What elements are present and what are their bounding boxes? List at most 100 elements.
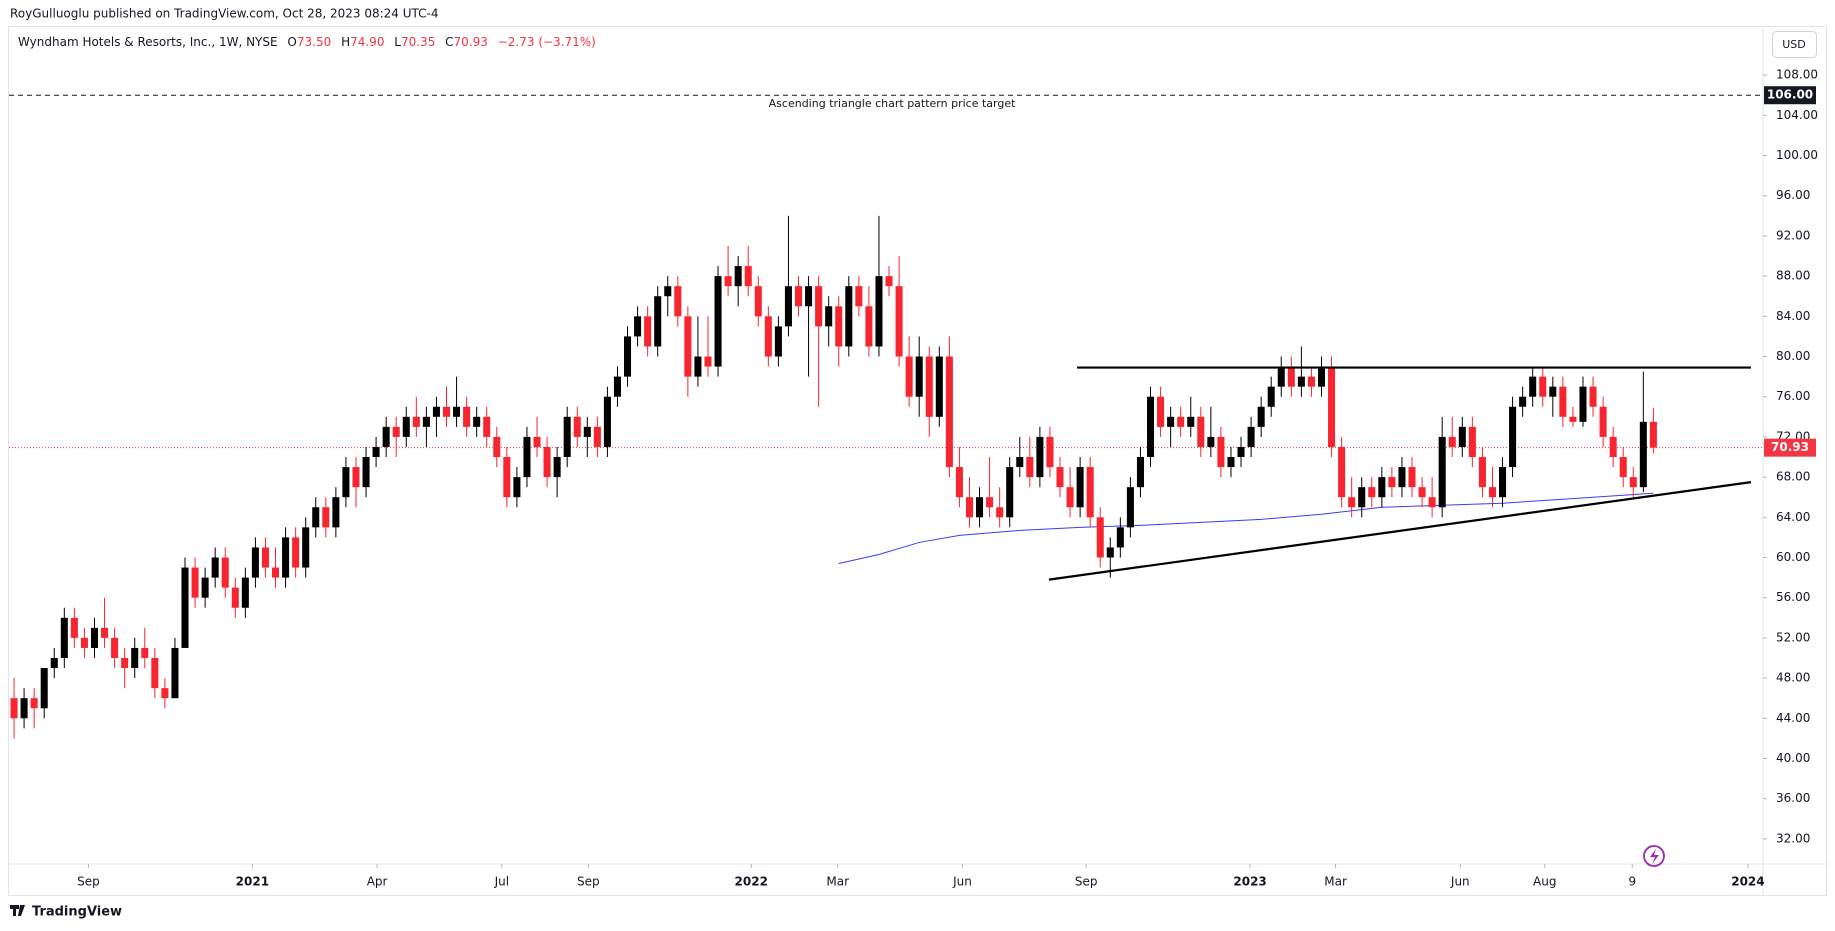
candle-body bbox=[1197, 416, 1205, 447]
y-tick-label: 84.00 bbox=[1776, 309, 1810, 323]
candle-body bbox=[1287, 366, 1295, 387]
y-tick-label: 76.00 bbox=[1776, 389, 1810, 403]
candle-body bbox=[1106, 547, 1114, 558]
candle-body bbox=[362, 457, 370, 488]
candle-body bbox=[845, 286, 853, 347]
candle-body bbox=[231, 587, 239, 608]
candle-body bbox=[664, 286, 672, 297]
candle-body bbox=[1338, 446, 1346, 498]
candle-body bbox=[523, 436, 531, 478]
y-tick-label: 36.00 bbox=[1776, 791, 1810, 805]
candle-body bbox=[1136, 457, 1144, 488]
candle-body bbox=[603, 396, 611, 447]
legend-value: 73.50 bbox=[297, 35, 331, 49]
currency-label: USD bbox=[1782, 38, 1806, 51]
candle-body bbox=[734, 266, 742, 287]
alert-icon[interactable] bbox=[1643, 845, 1665, 867]
candle-body bbox=[1408, 467, 1416, 488]
candle-body bbox=[473, 416, 481, 427]
target-price-label: 106.00 bbox=[1767, 88, 1813, 102]
x-tick-label: Jul bbox=[494, 875, 509, 889]
last-price-label: 70.93 bbox=[1771, 440, 1809, 454]
candle-body bbox=[10, 698, 18, 719]
candle-body bbox=[1619, 457, 1627, 478]
candle-body bbox=[181, 567, 189, 648]
candle-body bbox=[1549, 386, 1557, 397]
candle-body bbox=[453, 406, 461, 417]
legend-label: H bbox=[341, 35, 350, 49]
candle-body bbox=[1177, 416, 1185, 427]
candle-body bbox=[714, 276, 722, 367]
x-tick-label: Jun bbox=[952, 875, 972, 889]
candle-body bbox=[1458, 426, 1466, 447]
candle-body bbox=[332, 497, 340, 528]
support-line bbox=[1048, 481, 1752, 581]
y-tick-label: 92.00 bbox=[1776, 228, 1810, 242]
candle-body bbox=[1006, 467, 1014, 518]
candle-body bbox=[553, 457, 561, 478]
candle-body bbox=[684, 316, 692, 377]
y-tick-label: 96.00 bbox=[1776, 188, 1810, 202]
candle-body bbox=[80, 637, 88, 648]
candle-body bbox=[1237, 446, 1245, 458]
candle-body bbox=[815, 286, 823, 327]
candle-body bbox=[50, 657, 58, 669]
legend-change: −2.73 (−3.71%) bbox=[498, 35, 596, 49]
candle-body bbox=[1217, 436, 1225, 468]
candle-body bbox=[694, 356, 702, 377]
candle-body bbox=[905, 356, 913, 397]
candle-body bbox=[201, 577, 209, 598]
candle-body bbox=[1609, 436, 1617, 458]
candle-body bbox=[1267, 386, 1275, 407]
candle-body bbox=[30, 698, 38, 709]
candle-body bbox=[674, 286, 682, 317]
candle-body bbox=[1368, 487, 1376, 498]
candle-body bbox=[724, 276, 732, 287]
candle-body bbox=[90, 627, 99, 648]
candle-body bbox=[624, 336, 632, 377]
candle-body bbox=[754, 286, 762, 317]
candle-body bbox=[211, 557, 219, 578]
candle-body bbox=[533, 436, 541, 447]
candle-body bbox=[241, 577, 249, 608]
legend-label: L bbox=[394, 35, 401, 49]
y-tick-label: 48.00 bbox=[1776, 671, 1810, 685]
candle-body bbox=[1488, 487, 1496, 498]
candle-body bbox=[654, 296, 662, 347]
candle-body bbox=[1297, 376, 1305, 387]
candle-body bbox=[1529, 376, 1537, 397]
candle-body bbox=[1116, 527, 1124, 548]
legend: Wyndham Hotels & Resorts, Inc., 1W, NYSE… bbox=[18, 35, 596, 49]
candle-body bbox=[1599, 406, 1607, 437]
candle-body bbox=[1146, 396, 1155, 458]
candle-body bbox=[744, 266, 752, 287]
candle-body bbox=[1307, 376, 1315, 387]
y-tick-label: 80.00 bbox=[1776, 349, 1810, 363]
y-tick-label: 40.00 bbox=[1776, 751, 1810, 765]
candle-body bbox=[925, 356, 933, 417]
candle-body bbox=[1167, 416, 1175, 427]
candle-body bbox=[342, 467, 350, 498]
candle-body bbox=[463, 406, 471, 427]
candle-body bbox=[322, 507, 330, 528]
candle-body bbox=[644, 316, 652, 347]
candle-body bbox=[996, 507, 1004, 518]
candle-body bbox=[613, 376, 621, 397]
candle-body bbox=[784, 286, 792, 327]
tv-logo-mark bbox=[10, 905, 25, 916]
candle-body bbox=[794, 286, 803, 307]
y-tick-label: 60.00 bbox=[1776, 550, 1810, 564]
candle-body bbox=[764, 316, 772, 357]
moving-average bbox=[838, 492, 1654, 565]
candle-body bbox=[261, 547, 269, 568]
candle-body bbox=[1066, 487, 1074, 508]
candle-body bbox=[704, 356, 712, 367]
legend-label: O bbox=[287, 35, 296, 49]
candle-body bbox=[1257, 406, 1265, 427]
candle-body bbox=[40, 668, 48, 709]
candle-body bbox=[1076, 467, 1084, 508]
y-tick-label: 104.00 bbox=[1776, 108, 1818, 122]
currency-button[interactable] bbox=[1772, 31, 1817, 58]
